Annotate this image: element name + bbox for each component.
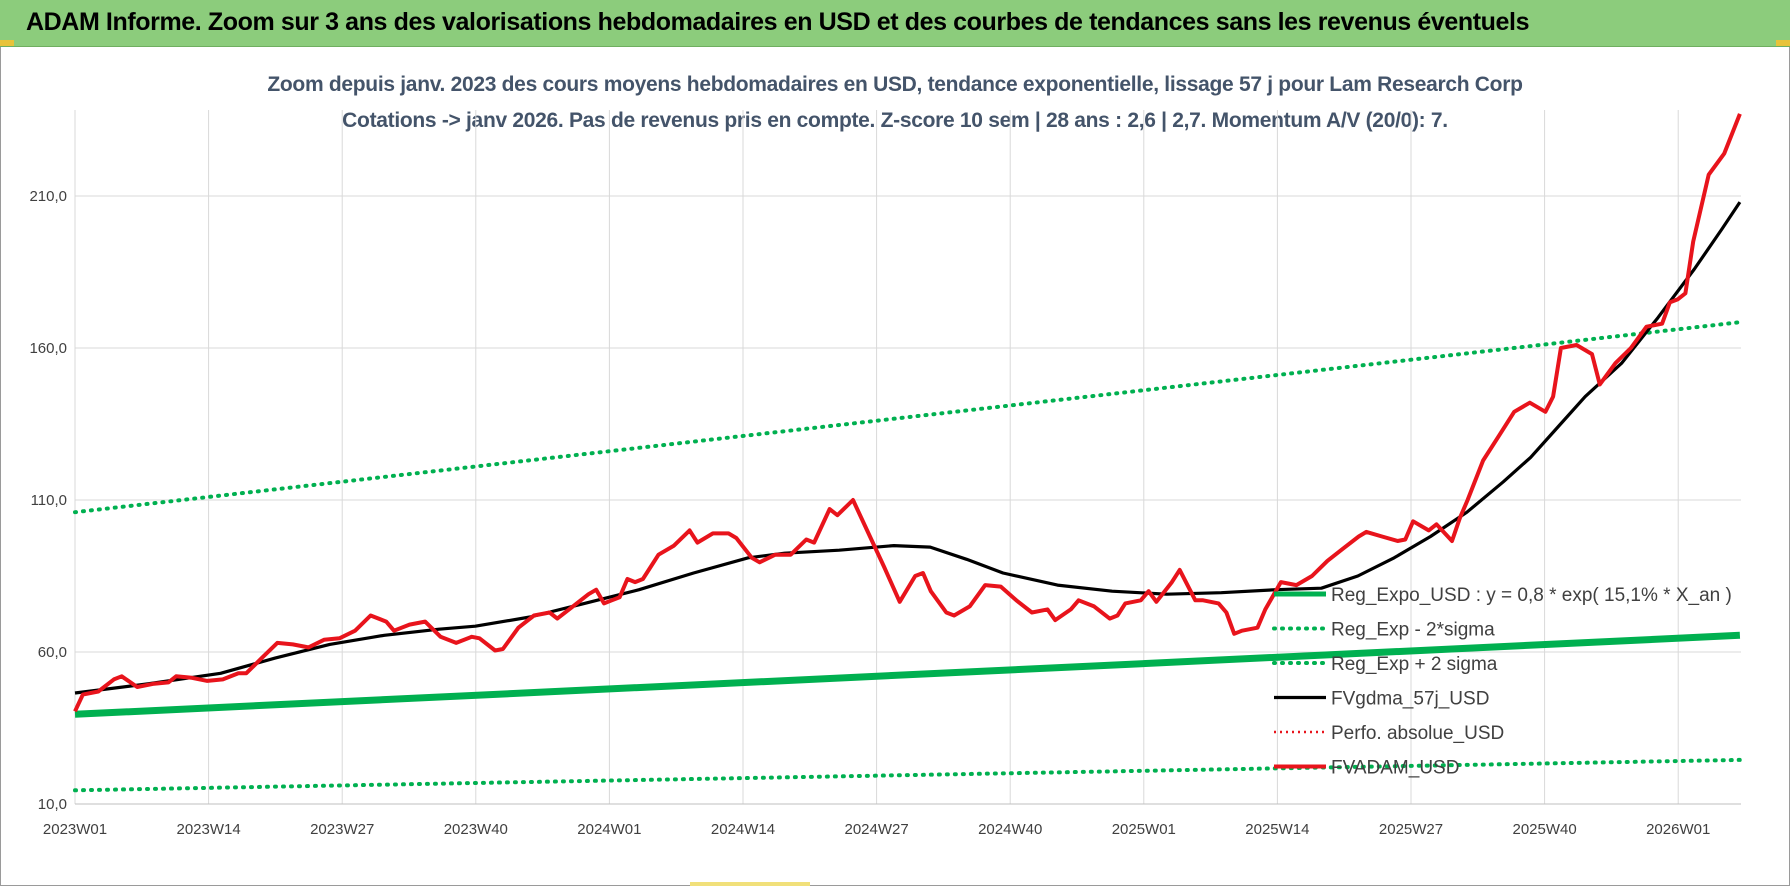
chart-subtitle: Cotations -> janv 2026. Pas de revenus p… [342, 109, 1448, 132]
legend-label: FVADAM_USD [1331, 758, 1459, 779]
banner-corner-left [0, 40, 14, 46]
legend-label: FVgdma_57j_USD [1331, 689, 1489, 710]
bottom-accent [690, 882, 810, 886]
x-tick-label: 2025W01 [1112, 821, 1176, 838]
series-line-2 [73, 320, 1742, 515]
legend-label: Reg_Exp + 2 sigma [1331, 654, 1498, 675]
x-tick-label: 2023W01 [43, 821, 107, 838]
x-tick-label: 2024W14 [711, 821, 775, 838]
series-line-3 [74, 201, 1742, 695]
y-tick-label: 160,0 [29, 340, 67, 357]
legend-label: Perfo. absolue_USD [1331, 723, 1504, 744]
x-tick-label: 2023W40 [444, 821, 508, 838]
banner-corner-right [1776, 40, 1790, 46]
x-tick-label: 2026W01 [1646, 821, 1710, 838]
x-tick-label: 2024W40 [978, 821, 1042, 838]
x-tick-label: 2023W27 [310, 821, 374, 838]
report-banner: ADAM Informe. Zoom sur 3 ans des valoris… [0, 0, 1790, 47]
legend-label: Reg_Expo_USD : y = 0,8 * exp( 15,1% * X_… [1331, 585, 1732, 606]
x-tick-label: 2025W14 [1245, 821, 1309, 838]
legend-label: Reg_Exp - 2*sigma [1331, 620, 1495, 641]
x-tick-label: 2023W14 [176, 821, 240, 838]
chart-title: Zoom depuis janv. 2023 des cours moyens … [267, 73, 1523, 96]
series-line-5 [73, 113, 1742, 713]
x-tick-label: 2025W27 [1379, 821, 1443, 838]
x-tick-label: 2025W40 [1512, 821, 1576, 838]
y-tick-label: 210,0 [29, 188, 67, 205]
y-tick-label: 60,0 [38, 644, 67, 661]
series-line-1 [73, 757, 1742, 793]
y-tick-label: 110,0 [31, 492, 67, 509]
report-title: ADAM Informe. Zoom sur 3 ans des valoris… [26, 8, 1530, 36]
x-tick-label: 2024W27 [844, 821, 908, 838]
series-line-0 [74, 631, 1741, 718]
x-tick-label: 2024W01 [577, 821, 641, 838]
y-tick-label: 10,0 [38, 796, 67, 813]
